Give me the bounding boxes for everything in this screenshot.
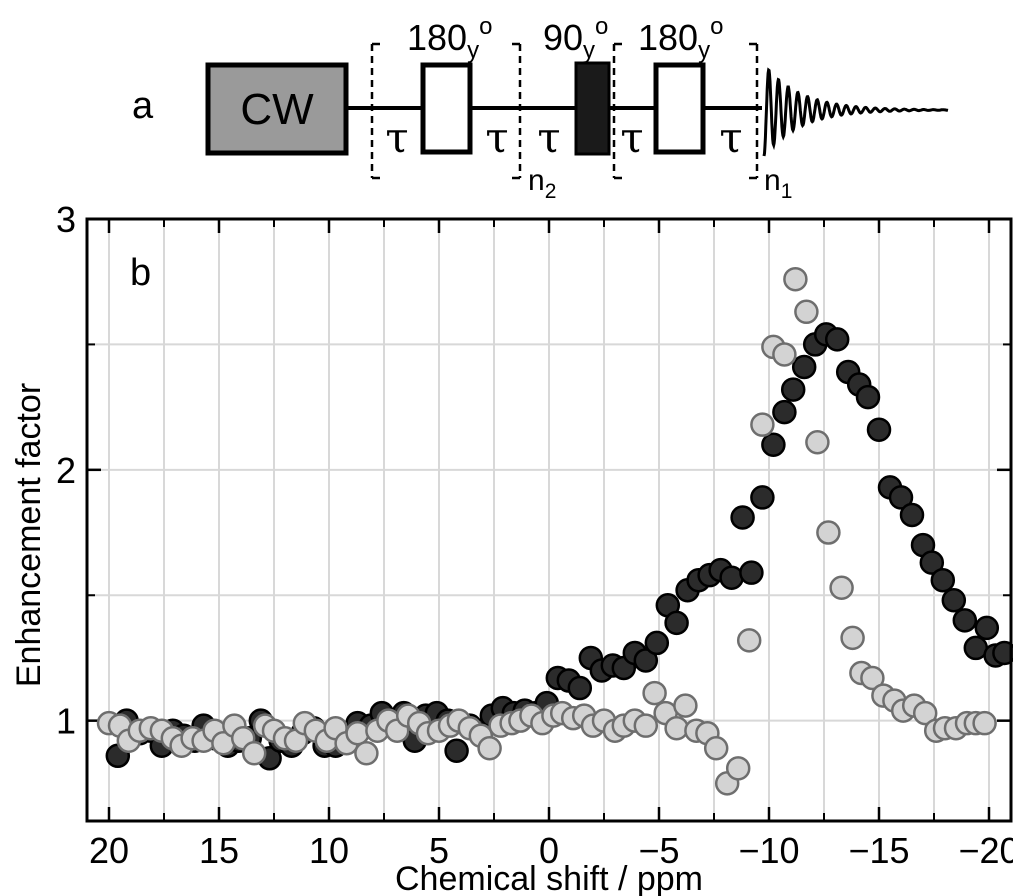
data-point-light (816, 520, 841, 545)
data-point-dark (633, 648, 659, 673)
y-axis-ticks: 1 2 3 (56, 199, 1011, 742)
data-point-light (972, 710, 997, 736)
data-point-dark (992, 640, 1013, 666)
plot-frame (85, 217, 1013, 823)
fid-signal (762, 67, 949, 157)
data-point-dark (941, 588, 967, 613)
data-point-light (783, 266, 808, 292)
x-axis-ticks: 20 15 10 5 0 −5 −10 −15 −20 (89, 219, 1013, 871)
pulse-90-label: 90yo (543, 13, 608, 64)
data-point-light (860, 665, 885, 691)
x-axis-label: Chemical shift / ppm (395, 860, 703, 896)
data-point-light (642, 680, 667, 706)
data-point-dark (974, 615, 1000, 641)
chart-panel: 20 15 10 5 0 −5 −10 −15 −20 1 2 3 b Chemical shift… (10, 199, 1013, 896)
data-point-light (912, 700, 938, 726)
tau-label-2: τ (485, 113, 508, 162)
data-point-dark (952, 608, 978, 633)
x-tick-label: 10 (309, 830, 349, 871)
pulse-180-first (420, 62, 473, 155)
data-points (96, 266, 1013, 796)
data-point-dark (719, 565, 744, 590)
data-point-dark (739, 560, 764, 585)
data-point-dark (866, 417, 892, 442)
n1-label: n1 (764, 164, 792, 203)
y-tick-label: 3 (56, 199, 76, 240)
data-point-light (840, 625, 865, 651)
x-tick-label: 20 (89, 830, 129, 871)
data-point-light (664, 715, 689, 741)
data-point-light (725, 756, 751, 781)
data-point-dark (780, 377, 806, 402)
pulse-180-second-label: 180yo (638, 13, 723, 64)
x-tick-label: −15 (848, 830, 909, 871)
x-tick-label: −10 (738, 830, 799, 871)
data-point-light (477, 736, 502, 761)
data-point-dark (899, 502, 925, 528)
data-point-dark (750, 485, 775, 510)
cw-label: CW (240, 85, 314, 134)
data-point-light (772, 342, 797, 367)
data-point-light (673, 693, 698, 718)
tau-label-4: τ (620, 113, 643, 162)
data-point-dark (644, 630, 670, 656)
data-point-light (703, 736, 729, 761)
x-tick-label: −20 (958, 830, 1013, 871)
x-tick-label: 0 (539, 830, 559, 871)
bracket-n1 (612, 42, 759, 180)
data-point-dark (919, 550, 945, 575)
data-point-light (633, 713, 659, 738)
x-tick-label: 15 (199, 830, 239, 871)
tau-label-5: τ (719, 113, 742, 162)
data-point-dark (855, 384, 881, 410)
tau-label-1: τ (385, 113, 408, 162)
data-point-dark (791, 354, 817, 380)
data-point-dark (567, 675, 593, 701)
data-point-dark (888, 485, 914, 510)
x-tick-label: 5 (429, 830, 449, 871)
data-point-dark (930, 567, 956, 593)
data-point-dark (761, 432, 786, 457)
data-point-light (241, 741, 267, 766)
pulse-180-first-label: 180yo (407, 13, 492, 64)
data-point-light (794, 299, 819, 325)
n2-label: n2 (528, 164, 556, 203)
data-point-light (829, 575, 854, 600)
data-point-light (736, 628, 762, 653)
data-point-dark (664, 610, 689, 636)
data-point-light (345, 720, 370, 746)
data-point-light (805, 429, 830, 455)
pulse-180-second (653, 62, 706, 155)
y-axis-label: Enhancement factor (10, 383, 48, 687)
data-point-dark (824, 327, 850, 352)
pulse-sequence-panel: a CW τ τ τ (132, 13, 949, 203)
data-point-dark (444, 738, 469, 764)
tau-label-3: τ (537, 113, 560, 162)
x-tick-label: −5 (638, 830, 679, 871)
data-point-light (750, 412, 775, 437)
panel-a-label: a (132, 85, 154, 127)
y-tick-label: 1 (56, 701, 76, 742)
bracket-n2 (370, 42, 522, 180)
pulse-90 (574, 61, 611, 156)
data-point-dark (730, 505, 755, 530)
y-tick-label: 2 (56, 450, 76, 491)
cw-block (205, 62, 349, 156)
panel-b-label: b (130, 252, 151, 294)
data-point-light (354, 741, 379, 766)
data-point-dark (772, 399, 797, 425)
